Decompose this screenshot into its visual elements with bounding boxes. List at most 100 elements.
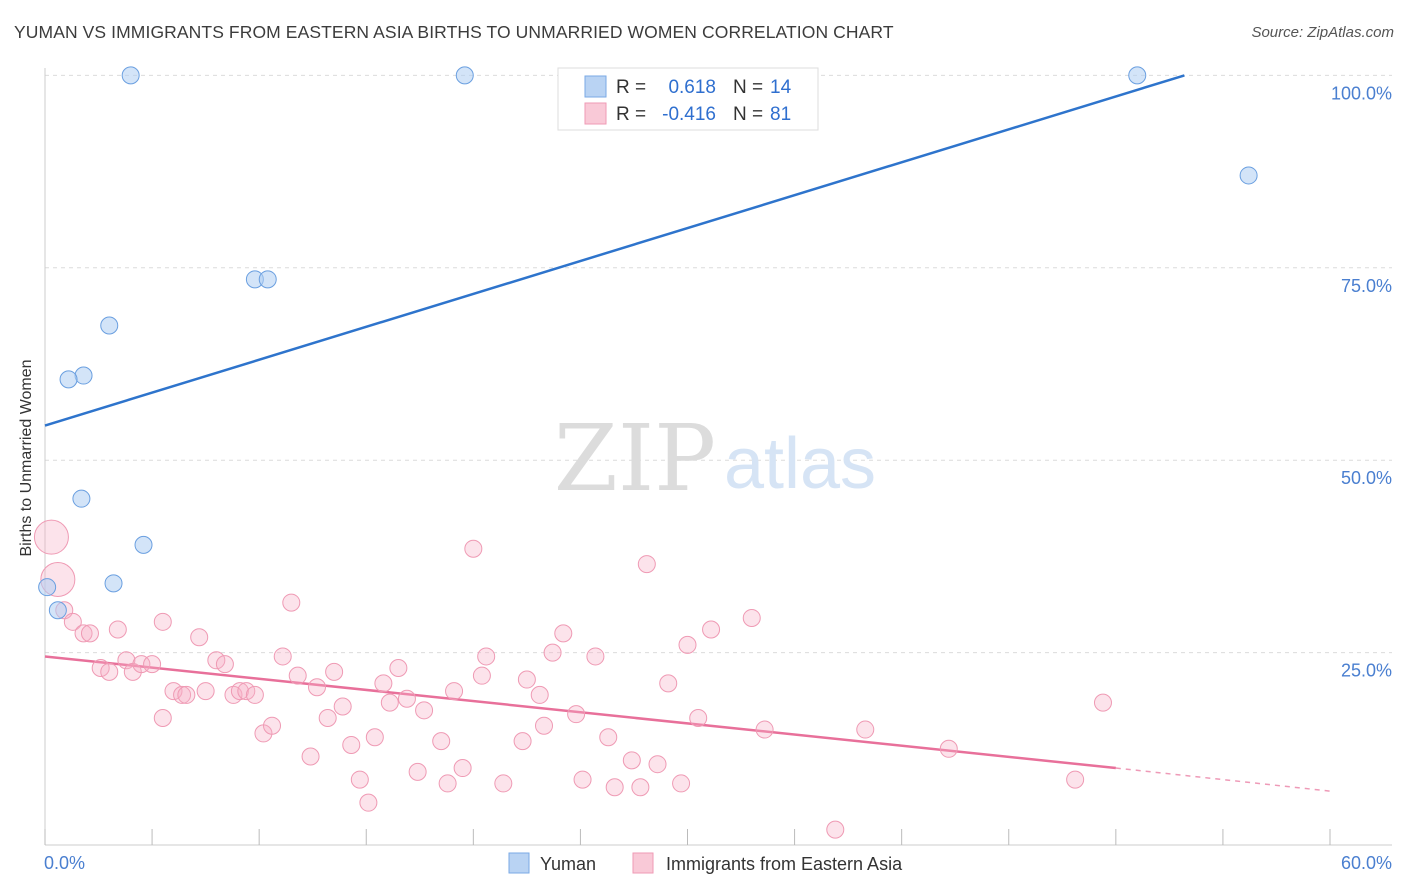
legend-swatch-asia [632,852,654,874]
legend-top-swatch-yuman [584,75,607,98]
data-point-yuman [455,66,474,85]
data-point-asia [100,662,119,681]
legend-top: R = 0.618 N = 14 R = -0.416 N = 81 [557,67,819,131]
y-tick-label: 25.0% [1341,661,1392,681]
data-point-asia [143,655,162,674]
data-point-asia [91,658,110,677]
legend-r-label-2: R = [616,104,646,125]
y-tick-label: 50.0% [1341,468,1392,488]
data-point-asia [1066,770,1085,789]
data-point-asia [472,666,491,685]
source-label: Source: ZipAtlas.com [1251,24,1394,41]
data-point-asia [397,689,416,708]
data-point-asia [554,624,573,643]
data-point-asia [380,693,399,712]
data-point-asia [678,635,697,654]
data-point-asia [622,751,641,770]
data-point-asia [408,762,427,781]
watermark: ZIP atlas [554,405,876,512]
data-point-asia [263,716,282,735]
legend-label-yuman: Yuman [540,854,596,874]
data-point-yuman [1239,166,1258,185]
legend-bottom: Yuman Immigrants from Eastern Asia [508,852,903,874]
data-point-yuman [1128,66,1147,85]
data-point-asia [288,666,307,685]
legend-r-value-2: -0.416 [662,104,716,125]
data-point-asia [415,701,434,720]
data-point-asia [742,608,761,627]
data-point-asia [689,709,708,728]
trend-lines [44,74,1331,792]
watermark-atlas: atlas [724,424,876,504]
legend-top-swatch-asia [584,102,607,125]
watermark-zip: ZIP [554,405,716,512]
x-tick-label-max: 60.0% [1341,853,1392,873]
data-point-yuman [48,601,67,620]
data-point-asia [325,662,344,681]
data-point-asia [856,720,875,739]
data-point-asia [755,720,774,739]
data-point-asia [301,747,320,766]
data-point-asia [826,820,845,839]
data-point-asia [63,612,82,631]
legend-n-label-2: N = [733,104,763,125]
data-point-asia [374,674,393,693]
data-point-asia [637,555,656,574]
data-point-yuman [134,535,153,554]
data-point-asia [215,655,234,674]
data-point-yuman [100,316,119,335]
data-point-asia [365,728,384,747]
data-point-asia [567,705,586,724]
data-point-asia [230,682,249,701]
data-point-asia [535,716,554,735]
data-point-asia [517,670,536,689]
data-point-asia [648,755,667,774]
data-point-asia [318,709,337,728]
data-point-asia [108,620,127,639]
data-point-asia [333,697,352,716]
legend-label-asia: Immigrants from Eastern Asia [666,854,903,874]
data-point-asia [494,774,513,793]
data-point-asia [177,685,196,704]
chart-title: YUMAN VS IMMIGRANTS FROM EASTERN ASIA BI… [14,22,894,42]
data-point-asia [282,593,301,612]
y-tick-label: 100.0% [1331,83,1392,103]
data-point-asia [599,728,618,747]
x-tick-label-min: 0.0% [44,853,85,873]
legend-r-label-1: R = [616,77,646,98]
legend-r-value-1: 0.618 [668,77,716,98]
data-point-asia [586,647,605,666]
data-point-asia [445,682,464,701]
data-point-asia [389,658,408,677]
data-point-asia [939,739,958,758]
legend-n-value-2: 81 [770,104,791,125]
data-point-asia [513,732,532,751]
data-point-asia [477,647,496,666]
data-point-asia [464,539,483,558]
data-point-asia [190,628,209,647]
trend-line-asia [44,655,1116,770]
data-point-asia [196,682,215,701]
data-point-asia [80,624,99,643]
data-point-asia [207,651,226,670]
data-point-asia [605,778,624,797]
data-point-asia [359,793,378,812]
data-point-asia [307,678,326,697]
data-point-asia [672,774,691,793]
data-point-asia [117,651,136,670]
data-point-asia [453,759,472,778]
data-point-yuman [72,489,91,508]
data-point-asia [438,774,457,793]
trend-line-yuman [44,74,1185,427]
legend-n-value-1: 14 [770,77,792,98]
data-point-yuman [104,574,123,593]
data-point-yuman [258,270,277,289]
data-point-yuman [74,366,93,385]
data-point-asia [74,624,93,643]
data-point-asia [543,643,562,662]
data-point-asia [432,732,451,751]
data-point-asia [631,778,650,797]
gridlines [45,74,1392,654]
data-point-asia [350,770,369,789]
data-point-yuman [121,66,140,85]
